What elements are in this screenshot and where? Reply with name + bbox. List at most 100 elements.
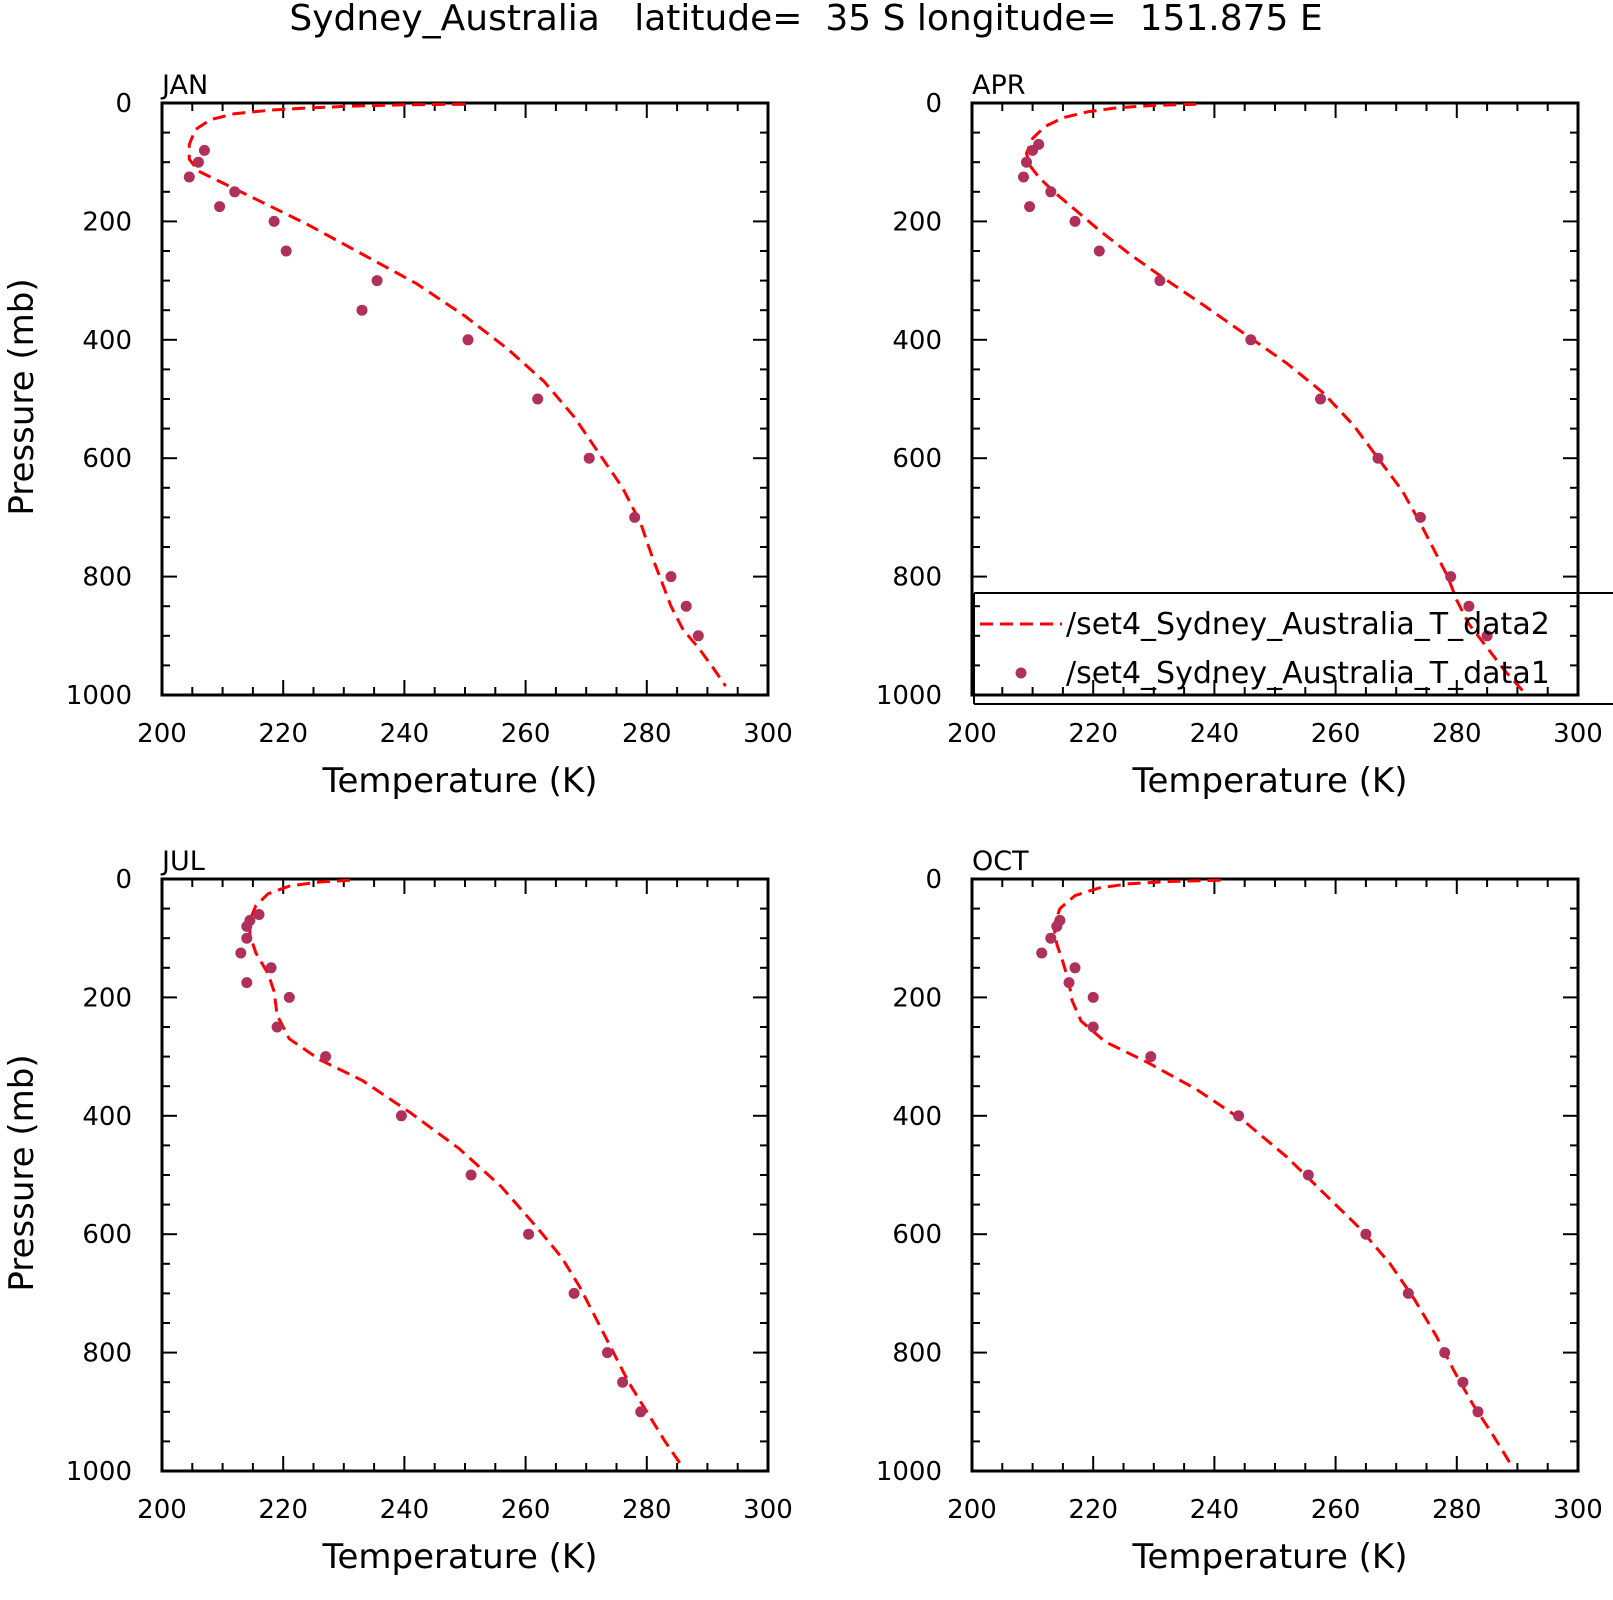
obs-data-point [265,962,277,974]
y-tick-label: 0 [925,865,942,895]
obs-data-point [1439,1347,1451,1359]
obs-data-point [1481,630,1493,642]
obs-data-point [1051,920,1063,932]
obs-data-point [253,909,265,920]
obs-data-point [320,1051,332,1063]
y-tick-label: 0 [115,865,132,895]
model-profile-line [1025,102,1528,697]
obs-data-point [356,304,368,316]
obs-data-point [241,920,253,932]
obs-data-point [629,511,641,523]
obs-data-point [1233,1110,1245,1122]
obs-data-point [198,144,210,156]
y-tick-label: 0 [115,89,132,119]
panel-label: APR [972,70,1026,101]
x-tick-label: 220 [1068,1495,1118,1525]
obs-data-point [192,156,204,168]
obs-data-point [665,571,677,583]
obs-data-point [1024,201,1036,213]
x-tick-label: 260 [501,719,551,749]
y-tick-label: 600 [82,1220,132,1250]
obs-data-point [635,1406,647,1418]
obs-data-point [1402,1287,1414,1299]
obs-data-point [692,630,704,642]
obs-data-point [1018,171,1029,183]
obs-data-point [601,1347,613,1359]
obs-data-point [1154,275,1166,287]
obs-data-point [1360,1228,1372,1240]
legend: /set4_Sydney_Australia_T_data2/set4_Sydn… [973,592,1613,705]
x-tick-label: 300 [743,1495,793,1525]
y-tick-label: 600 [82,444,132,474]
obs-data-point [280,245,292,257]
obs-data-point [1045,932,1057,944]
obs-data-point [568,1287,580,1299]
y-tick-label: 400 [892,326,942,356]
legend-marker-label: /set4_Sydney_Australia_T_data1 [1066,656,1550,691]
obs-data-point [1087,1021,1099,1033]
obs-data-point [1245,334,1257,346]
y-tick-label: 400 [82,1102,132,1132]
obs-data-point [1457,1376,1469,1388]
y-tick-label: 200 [82,983,132,1013]
plot-frame [970,877,1580,1473]
x-tick-label: 240 [1190,719,1240,749]
obs-data-point [1472,1406,1484,1418]
x-axis-title: Temperature (K) [1131,761,1407,801]
x-axis-title: Temperature (K) [321,1537,597,1577]
panel-oct: 200 220 240 260 280 300 0 200 400 600 800 1000 OCT Te… [876,846,1603,1577]
obs-data-point [1069,962,1081,974]
x-tick-label: 220 [258,1495,308,1525]
obs-data-point [532,393,544,405]
obs-data-point [465,1169,477,1181]
model-profile-line [187,102,727,687]
figure-title: Sydney_Australia latitude= 35 S longitud… [289,0,1322,39]
y-tick-label: 1000 [66,681,132,711]
panel-label: OCT [972,846,1029,877]
y-tick-label: 200 [82,207,132,237]
legend-line-label: /set4_Sydney_Australia_T_data2 [1066,607,1550,642]
obs-data-point [462,334,474,346]
x-tick-label: 260 [501,1495,551,1525]
x-tick-label: 280 [622,719,672,749]
x-tick-label: 280 [1432,719,1482,749]
x-tick-label: 200 [947,1495,997,1525]
x-tick-label: 300 [1553,719,1603,749]
obs-data-point [283,991,295,1003]
obs-data-point [617,1376,629,1388]
obs-data-point [395,1110,407,1122]
y-axis-title: Pressure (mb) [2,278,42,515]
x-tick-label: 240 [380,1495,430,1525]
y-tick-label: 800 [892,563,942,593]
obs-data-point [1414,511,1426,523]
obs-data-point [1372,452,1384,464]
obs-data-point [1036,947,1048,959]
x-tick-label: 200 [137,1495,187,1525]
y-tick-label: 1000 [876,681,942,711]
x-tick-label: 200 [137,719,187,749]
y-axis-title: Pressure (mb) [2,1054,42,1291]
obs-data-point [241,932,253,944]
x-tick-label: 280 [1432,1495,1482,1525]
x-axis-title: Temperature (K) [1131,1537,1407,1577]
obs-data-point [1063,977,1075,989]
x-tick-label: 280 [622,1495,672,1525]
y-tick-label: 1000 [66,1457,132,1487]
model-profile-line [248,878,685,1469]
obs-data-point [235,947,247,959]
obs-data-point [1315,393,1326,405]
obs-data-point [1093,245,1105,257]
x-tick-label: 220 [1068,719,1118,749]
obs-data-point [268,215,280,227]
plot-frame [160,101,770,697]
panel-label: JAN [160,70,208,101]
panel-apr: 200 220 240 260 280 300 0 200 400 600 800 1000 APR Te… [876,70,1603,801]
panel-label: JUL [160,846,205,877]
panel-jan: 200 220 240 260 280 300 0 200 400 600 800 1000 JAN Te… [2,70,793,801]
x-tick-label: 300 [1553,1495,1603,1525]
obs-data-point [229,186,241,198]
x-tick-label: 300 [743,719,793,749]
y-tick-label: 0 [925,89,942,119]
x-axis-title: Temperature (K) [321,761,597,801]
